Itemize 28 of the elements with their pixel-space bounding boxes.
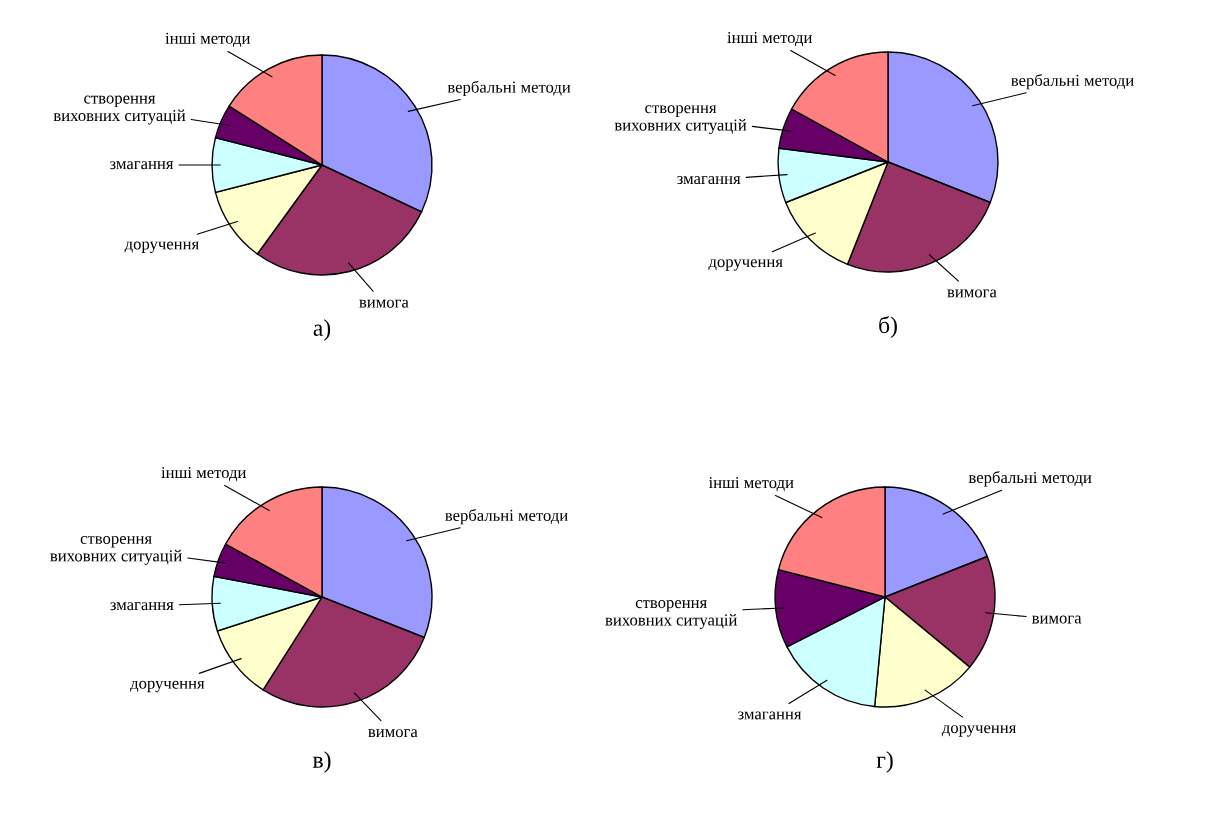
slice-label: вимога — [947, 289, 997, 298]
slice-label: вимога — [359, 299, 409, 308]
slice-label: створення виховних ситуацій — [53, 95, 186, 125]
slice-label: вербальні методи — [1011, 73, 1134, 90]
slice-label: вимога — [368, 729, 418, 738]
text: б) — [879, 316, 897, 338]
slice-label: доручення — [708, 259, 783, 271]
slice-label: доручення — [941, 725, 1017, 737]
slice-label: інші методи — [727, 31, 813, 47]
slice-label: інші методи — [161, 466, 247, 482]
text: в) — [312, 751, 331, 773]
slice-label: інші методи — [165, 32, 251, 47]
slice-label: вербальні методи — [968, 470, 1092, 487]
slice-label: вербальні методи — [447, 80, 571, 97]
text: а) — [313, 319, 331, 341]
slice-label: вимога — [1031, 615, 1082, 624]
slice-label: створення виховних ситуацій — [605, 600, 737, 629]
slice-label: вербальні методи — [445, 508, 568, 525]
slice-label: доручення — [124, 241, 199, 253]
slice-label: змагання — [677, 176, 741, 185]
slice-label: змагання — [110, 161, 174, 170]
slice-label: змагання — [110, 602, 174, 611]
slice-label: створення виховних ситуацій — [614, 105, 747, 135]
slice-label: інші методи — [708, 476, 794, 492]
slice-label: доручення — [130, 680, 205, 693]
slice-label: змагання — [738, 711, 802, 720]
text: г) — [876, 751, 893, 773]
slice-label: створення виховних ситуацій — [50, 535, 182, 565]
